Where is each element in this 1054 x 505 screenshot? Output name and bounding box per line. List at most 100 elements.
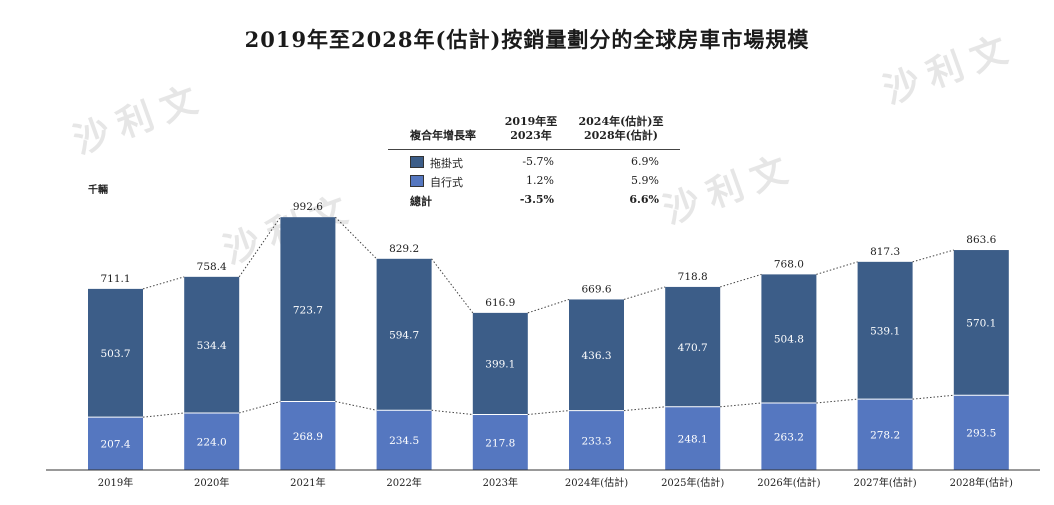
label-towable-3: 594.7: [389, 330, 419, 342]
label-total-4: 616.9: [485, 297, 515, 309]
bar-motorized-7: [761, 402, 817, 470]
connector-total-8: [912, 249, 954, 263]
label-total-9: 863.6: [966, 234, 996, 246]
x-tick-label-1: 2020年: [194, 476, 229, 489]
label-motorized-5: 233.3: [581, 435, 611, 447]
legend-cagr2-motorized: 5.9%: [631, 174, 659, 187]
label-towable-8: 539.1: [870, 325, 900, 337]
connector-total-7: [816, 261, 858, 275]
connector-mid-6: [720, 402, 762, 408]
legend-cagr2-towable: 6.9%: [631, 155, 659, 168]
connector-total-3: [431, 258, 474, 314]
label-total-7: 768.0: [774, 258, 804, 270]
label-towable-2: 723.7: [293, 304, 323, 316]
legend-cagr1-motorized: 1.2%: [526, 174, 554, 187]
bar-motorized-3: [376, 410, 432, 470]
cagr-legend: 複合年增長率 2019年至 2023年 2024年(估計)至 2028年(估計)…: [388, 112, 688, 212]
bar-towable-8: [857, 261, 913, 400]
bar-towable-7: [761, 274, 817, 403]
label-towable-6: 470.7: [678, 342, 708, 354]
bar-towable-0: [88, 288, 143, 418]
connector-mid-8: [912, 394, 954, 400]
connector-mid-7: [816, 398, 858, 404]
label-total-5: 669.6: [581, 283, 611, 295]
bar-motorized-1: [184, 412, 240, 470]
legend-name-total: 總計: [410, 195, 432, 208]
label-motorized-1: 224.0: [197, 436, 227, 448]
bar-towable-6: [665, 286, 721, 407]
connector-total-5: [623, 286, 666, 300]
unit-label: 千輛: [88, 185, 108, 196]
chart-title: 2019年至2028年(估計)按銷量劃分的全球房車市場規模: [244, 27, 810, 52]
label-total-8: 817.3: [870, 246, 900, 258]
bar-motorized-0: [88, 417, 143, 470]
connector-mid-3: [431, 409, 473, 416]
label-towable-1: 534.4: [197, 340, 227, 352]
label-towable-9: 570.1: [966, 318, 996, 330]
connector-mid-4: [527, 410, 570, 416]
x-tick-label-0: 2019年: [98, 476, 133, 489]
connector-total-6: [720, 273, 762, 288]
cagr-col2-header: 2024年(估計)至 2028年(估計): [571, 115, 671, 143]
legend-swatch-motorized: [410, 175, 424, 187]
label-motorized-2: 268.9: [293, 431, 323, 443]
bar-towable-2: [280, 217, 336, 402]
bar-motorized-6: [665, 406, 721, 470]
cagr-col1-header-line1: 2019年至: [504, 115, 558, 128]
connector-mid-2: [335, 401, 377, 411]
x-tick-label-8: 2027年(估計): [853, 476, 916, 489]
cagr-col2-header-line1: 2024年(估計)至: [578, 115, 664, 128]
label-motorized-0: 207.4: [100, 439, 130, 451]
x-tick-label-6: 2025年(估計): [661, 476, 724, 489]
cagr-col2-header-line2: 2028年(估計): [583, 129, 659, 142]
legend-name-motorized: 自行式: [430, 176, 463, 189]
label-total-3: 829.2: [389, 243, 419, 255]
label-motorized-8: 278.2: [870, 430, 900, 442]
label-motorized-6: 248.1: [678, 433, 708, 445]
label-total-1: 758.4: [197, 261, 227, 273]
label-total-2: 992.6: [293, 201, 323, 213]
label-total-6: 718.8: [678, 271, 708, 283]
label-motorized-9: 293.5: [966, 428, 996, 440]
label-towable-0: 503.7: [100, 348, 130, 360]
connector-total-4: [527, 298, 570, 314]
connector-mid-5: [623, 406, 666, 412]
label-motorized-3: 234.5: [389, 435, 419, 447]
bar-motorized-5: [569, 410, 624, 470]
legend-divider: [388, 149, 680, 150]
label-towable-4: 399.1: [485, 359, 515, 371]
x-tick-label-4: 2023年: [483, 476, 518, 489]
cagr-header-label: 複合年增長率: [410, 129, 476, 142]
legend-cagr2-total: 6.6%: [629, 193, 659, 206]
connector-total-0: [142, 276, 185, 290]
cagr-col1-header: 2019年至 2023年: [498, 115, 564, 143]
label-towable-7: 504.8: [774, 334, 804, 346]
connector-mid-0: [142, 412, 185, 418]
label-motorized-4: 217.8: [485, 437, 515, 449]
cagr-col1-header-line2: 2023年: [510, 129, 552, 142]
bar-motorized-9: [953, 395, 1009, 470]
connector-mid-1: [239, 401, 281, 414]
legend-cagr1-towable: -5.7%: [522, 155, 554, 168]
bar-towable-5: [569, 299, 624, 411]
x-tick-label-3: 2022年: [386, 476, 421, 489]
label-towable-5: 436.3: [581, 350, 611, 362]
bar-motorized-4: [472, 414, 528, 470]
legend-cagr1-total: -3.5%: [519, 193, 554, 206]
bar-towable-4: [472, 312, 528, 415]
connector-total-2: [335, 216, 377, 260]
label-total-0: 711.1: [100, 273, 130, 285]
connector-total-1: [238, 216, 281, 278]
legend-swatch-towable: [410, 156, 424, 168]
x-tick-label-7: 2026年(估計): [757, 476, 820, 489]
bar-motorized-8: [857, 399, 913, 470]
bar-towable-1: [184, 276, 240, 413]
bar-towable-9: [953, 250, 1009, 396]
legend-name-towable: 拖掛式: [430, 157, 463, 170]
label-motorized-7: 263.2: [774, 431, 804, 443]
x-tick-label-5: 2024年(估計): [565, 476, 628, 489]
x-tick-label-2: 2021年: [290, 476, 325, 489]
bar-towable-3: [376, 258, 432, 411]
bar-motorized-2: [280, 401, 336, 470]
